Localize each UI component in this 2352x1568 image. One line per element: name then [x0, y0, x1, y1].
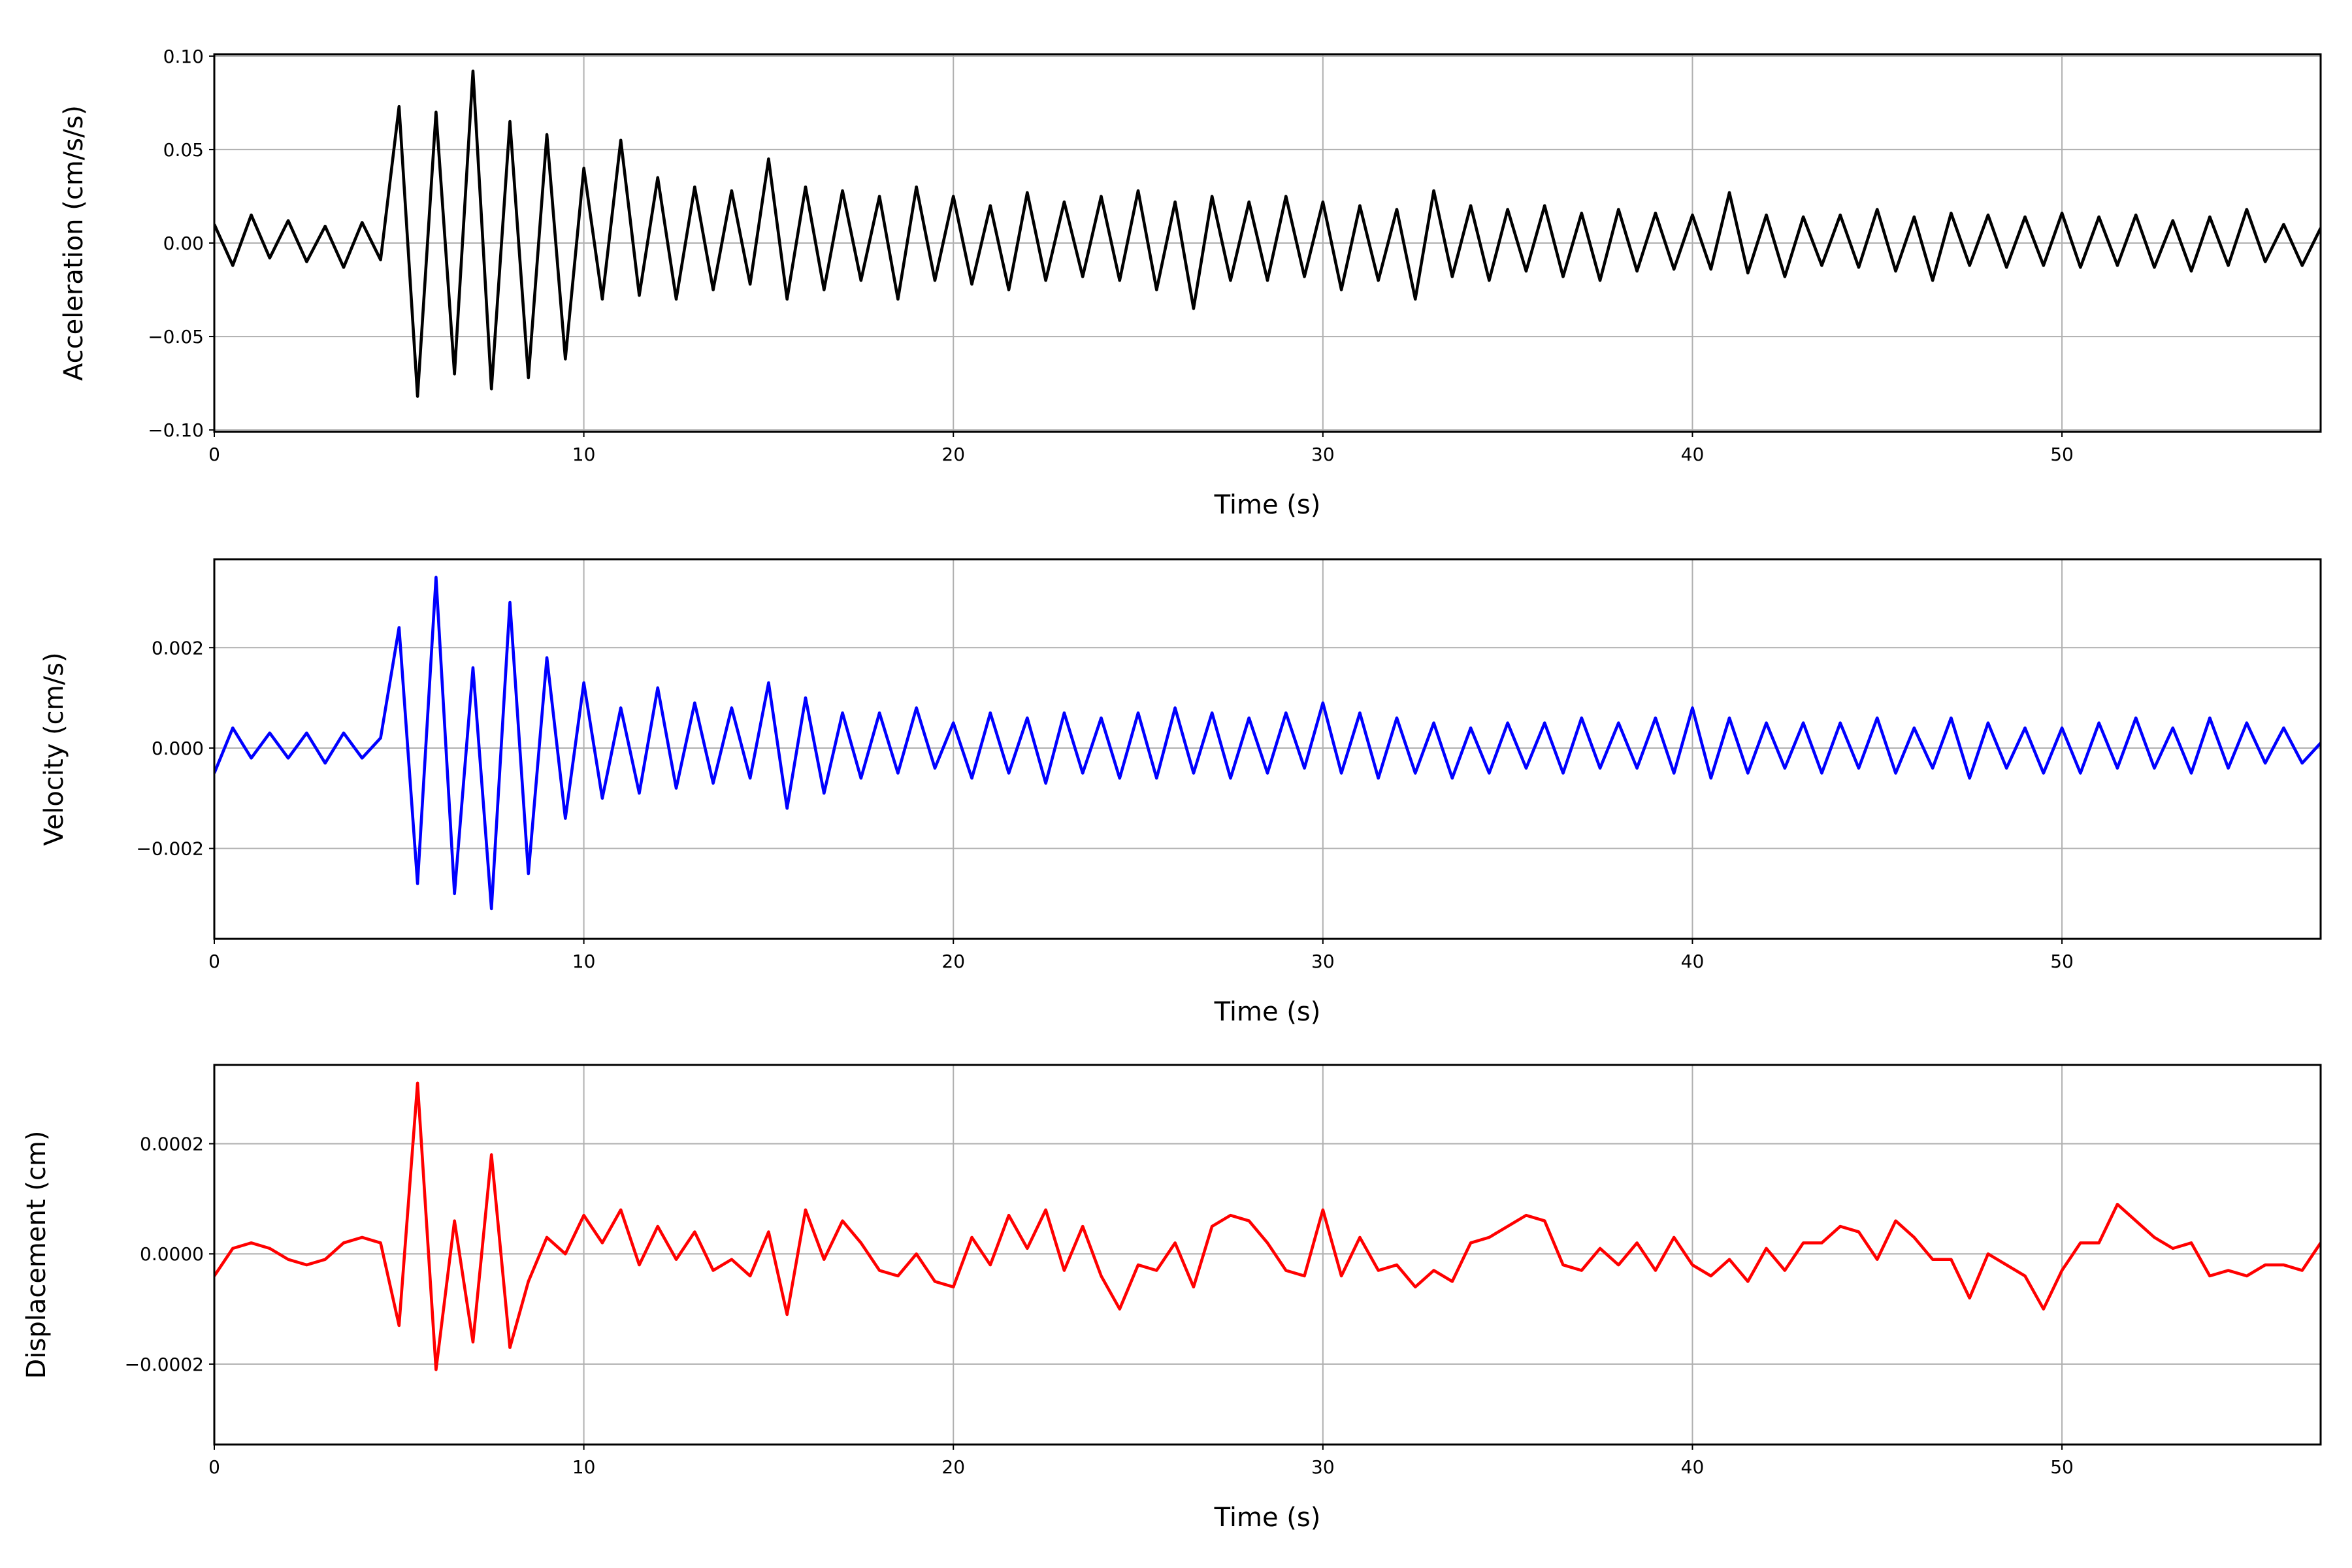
x-axis-label: Time (s)	[1214, 1503, 1321, 1533]
axes-frame	[213, 558, 2322, 940]
y-axis-label: Velocity (cm/s)	[39, 652, 69, 845]
y-tick-label: 0.05	[163, 139, 204, 161]
x-tick-label: 10	[572, 444, 596, 465]
x-tick-label: 50	[2050, 1456, 2074, 1478]
y-tick-label: 0.0000	[140, 1243, 204, 1265]
x-tick-label: 30	[1311, 1456, 1335, 1478]
x-tick-label: 40	[1681, 444, 1705, 465]
x-tick-label: 40	[1681, 1456, 1705, 1478]
x-tick-label: 30	[1311, 951, 1335, 972]
x-tick-label: 0	[208, 1456, 220, 1478]
x-tick-label: 30	[1311, 444, 1335, 465]
x-tick-label: 20	[941, 444, 965, 465]
y-axis-label: Displacement (cm)	[22, 1131, 52, 1379]
y-tick-label: 0.000	[152, 738, 204, 759]
x-tick-label: 20	[941, 1456, 965, 1478]
x-axis-label: Time (s)	[1214, 490, 1321, 520]
x-tick-label: 0	[208, 444, 220, 465]
y-axis-label: Acceleration (cm/s/s)	[59, 105, 89, 381]
x-axis-label: Time (s)	[1214, 997, 1321, 1027]
axes-frame	[213, 1064, 2322, 1446]
x-tick-label: 10	[572, 951, 596, 972]
x-tick-label: 40	[1681, 951, 1705, 972]
y-tick-label: −0.05	[148, 326, 204, 348]
y-tick-label: −0.10	[148, 419, 204, 441]
data-line	[214, 69, 2321, 398]
axes-frame	[213, 53, 2322, 433]
x-tick-label: 50	[2050, 951, 2074, 972]
y-tick-label: 0.002	[152, 637, 204, 659]
y-tick-label: −0.002	[136, 838, 204, 860]
y-tick-label: −0.0002	[125, 1354, 204, 1375]
x-tick-label: 20	[941, 951, 965, 972]
y-tick-label: 0.10	[163, 46, 204, 67]
data-line	[214, 1081, 2321, 1371]
x-tick-label: 50	[2050, 444, 2074, 465]
x-tick-label: 10	[572, 1456, 596, 1478]
data-line	[214, 576, 2321, 911]
y-tick-label: 0.0002	[140, 1134, 204, 1155]
y-tick-label: 0.00	[163, 233, 204, 254]
x-tick-label: 0	[208, 951, 220, 972]
